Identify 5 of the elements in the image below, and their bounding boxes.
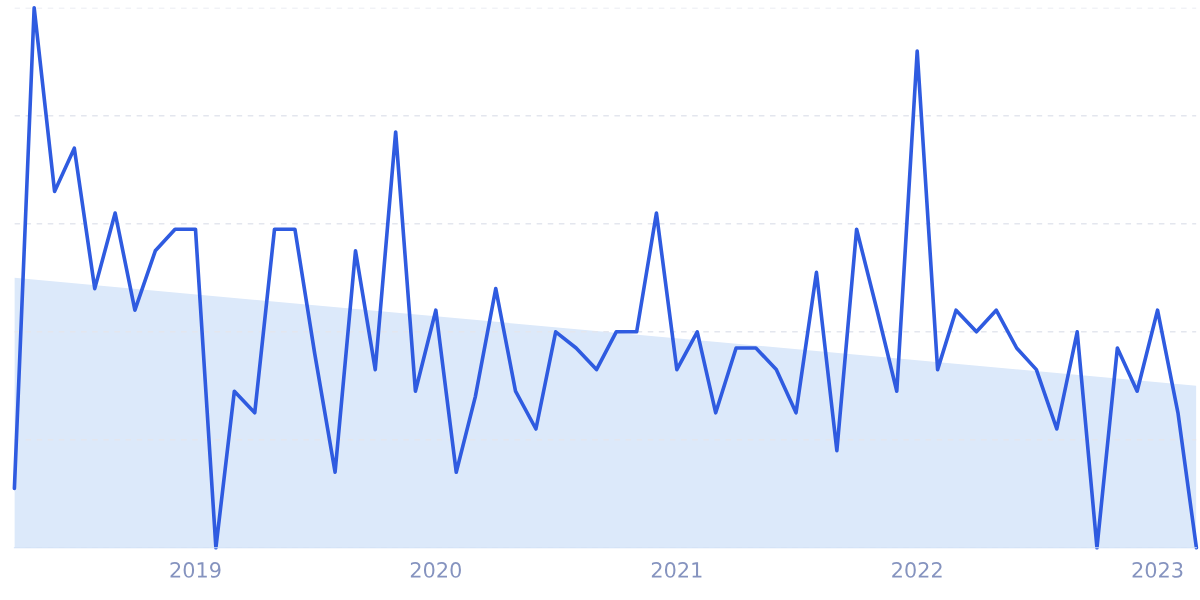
x-tick-label: 2020 (410, 562, 461, 578)
x-tick-label: 2022 (892, 562, 942, 578)
x-tick-label: 2019 (170, 562, 221, 578)
x-tick-label: 2021 (651, 562, 702, 578)
x-tick-label: 2023 (1132, 562, 1183, 578)
